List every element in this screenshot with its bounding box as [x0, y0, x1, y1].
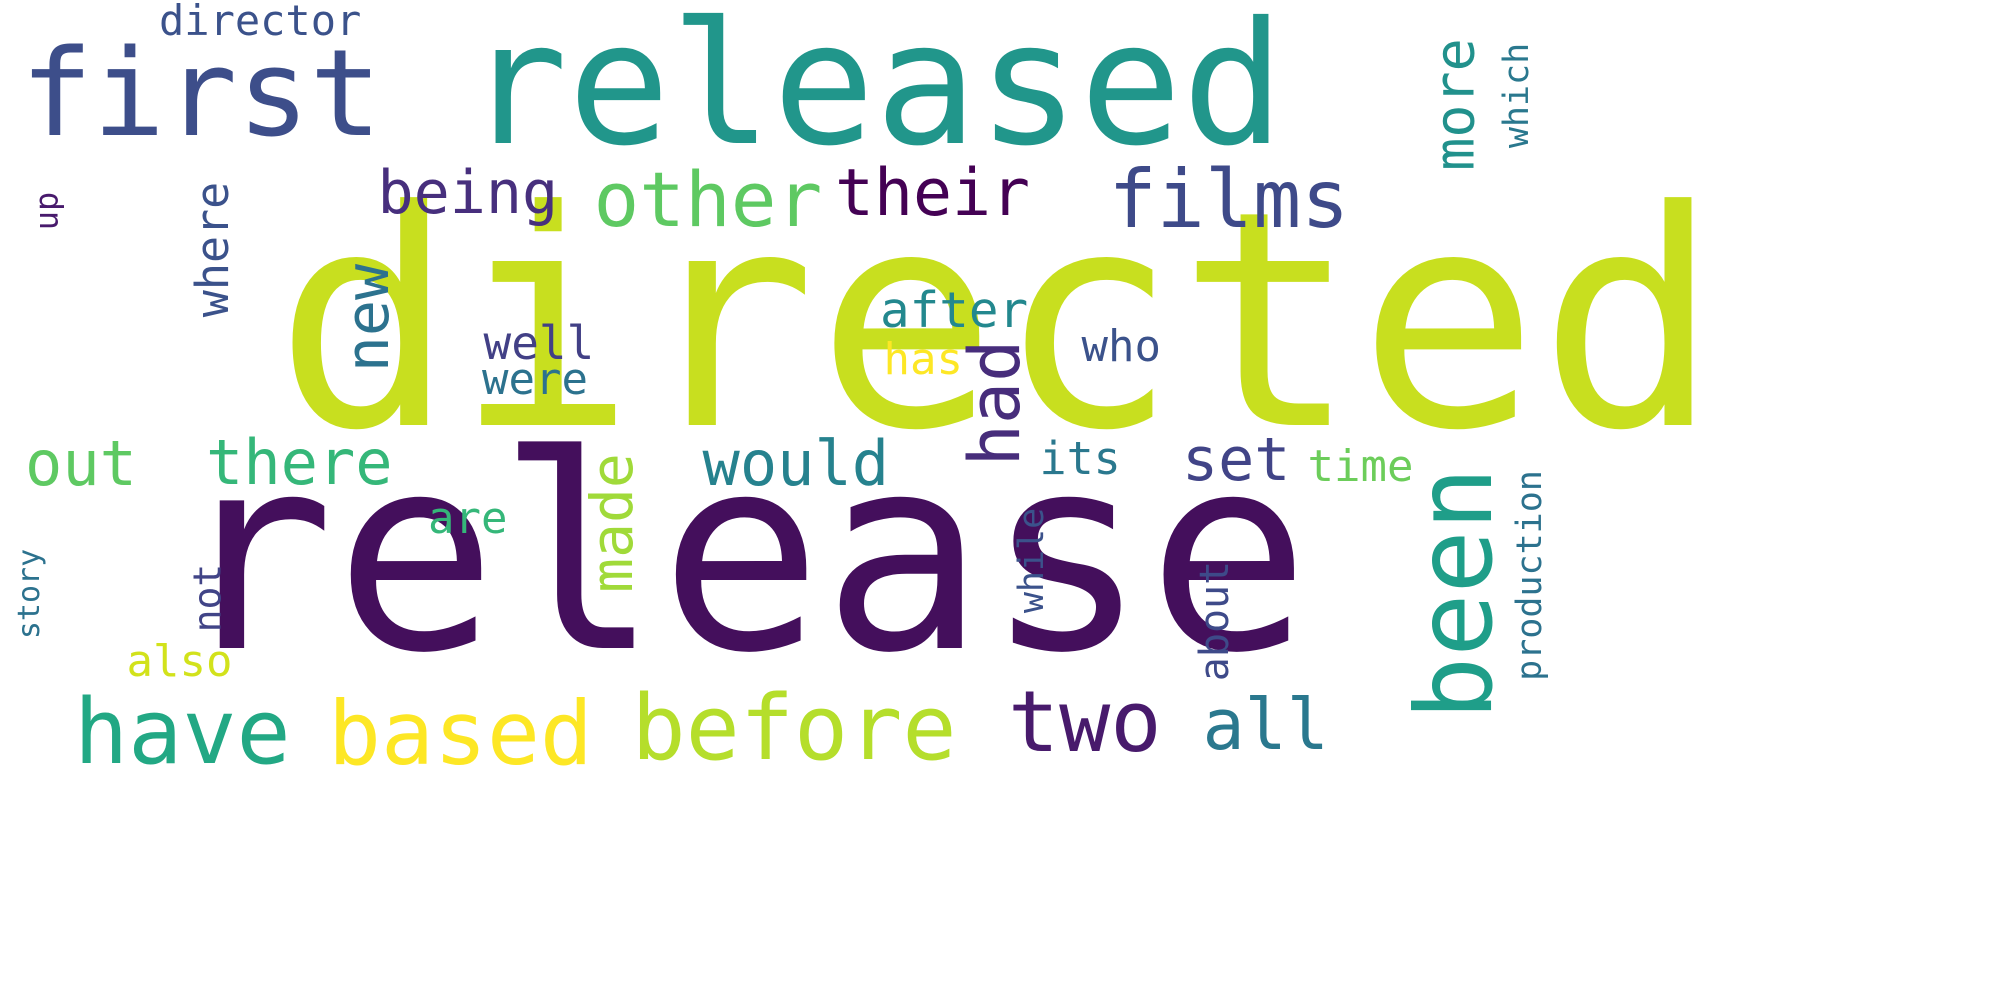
word-who: who — [1081, 321, 1161, 372]
word-production: production — [1509, 469, 1550, 681]
word-where: where — [186, 181, 240, 317]
word-story: story — [12, 548, 48, 640]
word-been: been — [1393, 466, 1516, 720]
word-before: before — [631, 676, 957, 781]
word-out: out — [25, 427, 137, 500]
word-other: other — [593, 155, 823, 244]
word-released: released — [465, 0, 1285, 184]
word-about: about — [1192, 560, 1239, 681]
word-new: new — [333, 263, 404, 372]
word-their: their — [835, 156, 1031, 231]
word-would: would — [702, 427, 890, 500]
word-being: being — [377, 158, 559, 228]
word-which: which — [1497, 42, 1538, 148]
word-after: after — [880, 280, 1029, 339]
word-have: have — [74, 680, 291, 785]
word-up: up — [26, 191, 65, 231]
word-directed: directed — [274, 147, 1720, 496]
word-there: there — [206, 426, 393, 499]
word-release: release — [172, 397, 1310, 712]
word-while: while — [1012, 507, 1053, 613]
word-well: well — [483, 316, 595, 370]
word-first: first — [20, 25, 382, 164]
word-based: based — [328, 682, 593, 785]
word-not: not — [184, 563, 229, 632]
word-all: all — [1202, 684, 1329, 766]
word-set: set — [1182, 425, 1291, 495]
word-are: are — [428, 493, 508, 544]
word-its: its — [1039, 432, 1121, 485]
word-time: time — [1307, 441, 1414, 492]
word-films: films — [1108, 153, 1350, 246]
word-were: were — [482, 354, 588, 405]
word-director: director — [159, 0, 362, 45]
word-also: also — [126, 636, 233, 687]
word-has: has — [883, 334, 963, 385]
word-two: two — [1008, 673, 1162, 772]
word-had: had — [954, 339, 1037, 466]
word-more: more — [1422, 37, 1487, 171]
word-made: made — [577, 453, 646, 593]
